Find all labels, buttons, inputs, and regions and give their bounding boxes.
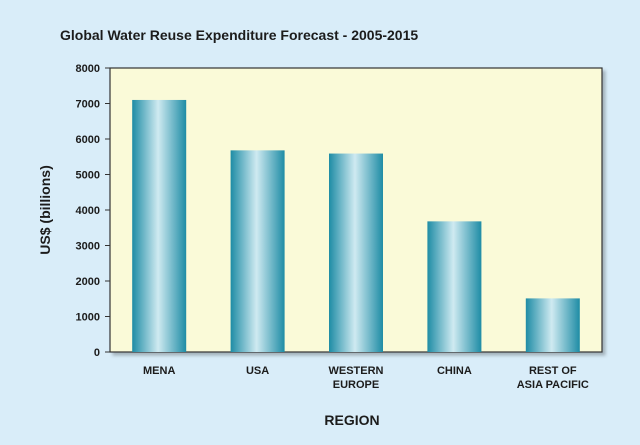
- bars: [132, 99, 580, 352]
- x-tick-label: WESTERN EUROPE: [329, 365, 384, 391]
- y-tick-label: 8000: [76, 63, 100, 75]
- bar: [525, 298, 580, 352]
- y-tick-label: 2000: [76, 276, 100, 288]
- y-tick-label: 1000: [76, 312, 100, 324]
- y-tick-label: 4000: [76, 205, 100, 217]
- bar: [427, 221, 482, 352]
- y-tick-label: 0: [94, 347, 100, 359]
- x-axis-labels: MENA USA WESTERN EUROPE CHINA REST OF ASIA PAC…: [143, 365, 589, 391]
- y-axis-ticks: 0 1000 2000 3000 4000 5000 6000 7000 8000: [76, 63, 110, 359]
- x-tick-label: REST OF ASIA PACIFIC: [517, 365, 589, 391]
- y-tick-label: 3000: [76, 241, 100, 253]
- x-axis-title: REGION: [324, 412, 379, 428]
- bar: [329, 153, 383, 352]
- x-tick-label: USA: [246, 365, 269, 377]
- x-tick-label: CHINA: [437, 365, 472, 377]
- chart-title: Global Water Reuse Expenditure Forecast …: [60, 27, 418, 43]
- x-tick-label: MENA: [143, 365, 175, 377]
- bar: [132, 99, 187, 352]
- y-tick-label: 7000: [76, 99, 100, 111]
- y-tick-label: 6000: [76, 134, 100, 146]
- y-tick-label: 5000: [76, 170, 100, 182]
- y-axis-title: US$ (billions): [37, 165, 53, 254]
- bar: [230, 150, 285, 352]
